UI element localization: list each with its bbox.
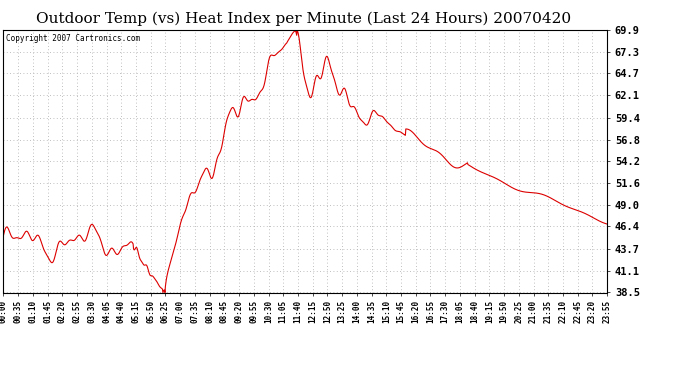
Text: Outdoor Temp (vs) Heat Index per Minute (Last 24 Hours) 20070420: Outdoor Temp (vs) Heat Index per Minute … xyxy=(36,11,571,26)
Text: Copyright 2007 Cartronics.com: Copyright 2007 Cartronics.com xyxy=(6,34,141,43)
